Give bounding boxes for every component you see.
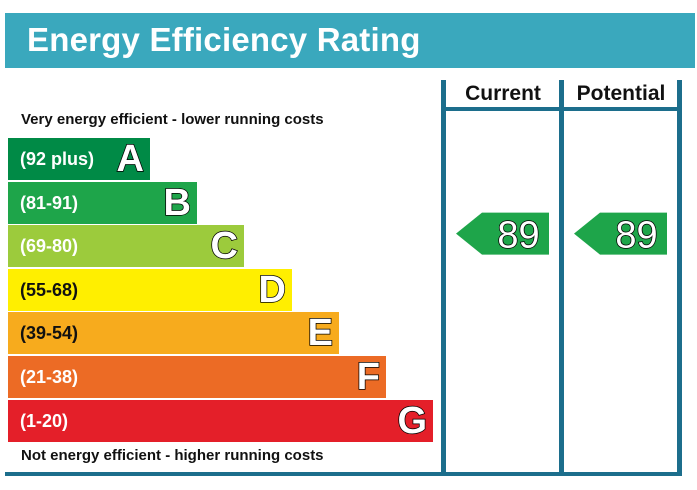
band-e: (39-54) E [8,312,339,356]
divider-left [441,80,446,476]
band-letter: D [258,268,287,312]
divider-middle [559,80,564,476]
current-rating-arrow-shape [456,212,549,255]
band-d: (55-68) D [8,268,292,312]
band-letter: C [210,224,239,268]
bottom-border [5,472,682,476]
band-letter: A [116,137,145,181]
band-range-label: (55-68) [20,279,79,300]
band-f: (21-38) F [8,355,386,399]
band-range-label: (69-80) [20,236,79,257]
band-letter: B [163,181,192,225]
band-range-label: (81-91) [20,192,79,213]
current-rating-arrow: 89 [456,212,549,257]
band-range-label: (21-38) [20,367,79,387]
potential-column-header: Potential [576,82,666,105]
potential-rating-arrow: 89 [574,212,667,257]
band-b: (81-91) B [8,181,197,225]
band-range-label: (92 plus) [20,149,95,169]
band-letter: F [356,355,381,399]
band-range-label: (1-20) [20,410,69,431]
band-c: (69-80) C [8,224,244,268]
potential-rating-arrow-value: 89 [615,215,657,257]
band-a: (92 plus) A [8,137,150,181]
header-bar: Energy Efficiency Rating [5,13,695,68]
band-letter: G [397,399,428,443]
bottom-caption: Not energy efficient - higher running co… [21,447,324,464]
potential-rating-arrow-shape [574,212,667,255]
current-rating-arrow-value: 89 [497,215,539,257]
current-column-header: Current [465,82,541,105]
top-caption: Very energy efficient - lower running co… [21,111,324,128]
header-underline [441,107,682,111]
band-range-label: (39-54) [20,323,79,344]
band-g: (1-20) G [8,399,433,443]
divider-right [677,80,682,476]
band-letter: E [307,312,334,356]
page-title: Energy Efficiency Rating [27,21,421,58]
